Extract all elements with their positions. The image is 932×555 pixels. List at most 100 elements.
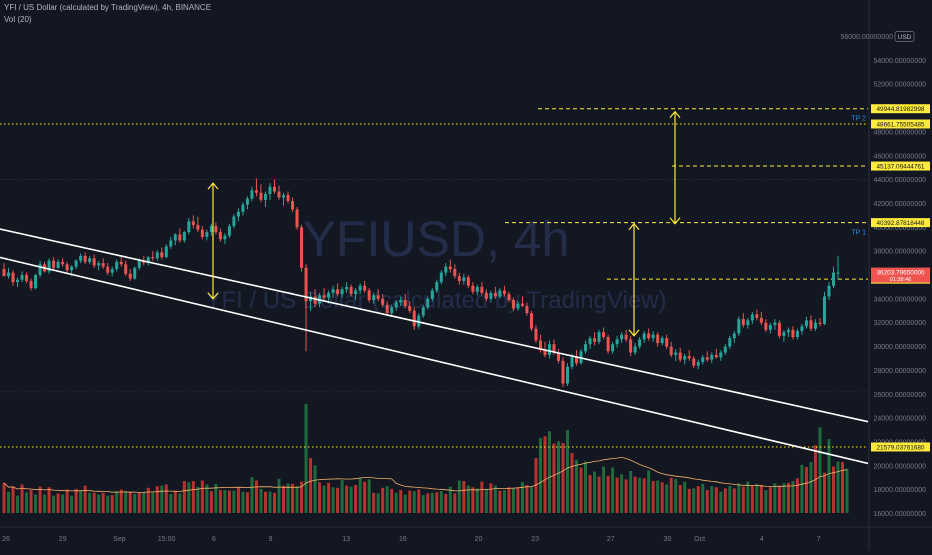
volume-bar (259, 488, 263, 513)
candle-body (200, 229, 204, 237)
currency-badge-frame (894, 31, 915, 42)
candle-body (61, 261, 65, 265)
range-arrows[interactable] (207, 110, 681, 337)
candle-body (773, 322, 777, 326)
volume-bar (101, 492, 105, 513)
volume-bar (336, 487, 340, 513)
candle-body (313, 296, 317, 304)
candle-body (385, 304, 389, 314)
candle-body (291, 201, 295, 210)
trendlines[interactable] (0, 217, 869, 465)
volume-bar (128, 491, 132, 513)
volume-bar (737, 483, 741, 513)
candle-body (92, 258, 96, 266)
candle-body (372, 295, 376, 301)
candle-body (588, 338, 592, 345)
range-arrow (207, 182, 219, 300)
horizontal-levels[interactable]: TP 2 TP 1 (0, 108, 868, 448)
volume-bar (547, 431, 551, 513)
candle-body (791, 329, 795, 338)
volume-bar (173, 490, 177, 513)
y-tick-label: 20000.00000000 (873, 463, 926, 470)
volume-bar (656, 480, 660, 513)
candle-body (345, 286, 349, 290)
volume-bar (768, 487, 772, 513)
volume-bar (291, 483, 295, 513)
candle-body (710, 354, 714, 360)
volume-indicator-label[interactable]: Vol (20) (4, 15, 32, 24)
volume-bar (79, 491, 83, 513)
candle-body (227, 226, 231, 236)
candle-body (11, 272, 15, 283)
time-axis[interactable]: 26 29 Sep 15:00 6 9 13 16 20 23 27 30 Oct 4 7 (0, 526, 932, 543)
candle-body (182, 232, 186, 241)
x-tick-label: 4 (760, 536, 764, 543)
watermark-description: YFI / US Dollar (calculated by TradingVi… (205, 287, 666, 314)
candle-body (259, 192, 263, 200)
candle-body (218, 232, 222, 240)
last-price-label: 36203.79650000 (877, 269, 925, 276)
volume-bar (137, 492, 141, 513)
volume-bar (538, 437, 542, 513)
candle-body (764, 322, 768, 330)
candle-body (782, 332, 786, 336)
candle-body (651, 334, 655, 339)
volume-bar (714, 487, 718, 513)
candle-body (52, 260, 56, 268)
volume-bar (385, 486, 389, 513)
candle-body (20, 275, 24, 280)
candle-body (719, 352, 723, 358)
volume-bar (669, 477, 673, 513)
volume-bar (633, 476, 637, 513)
volume-bar (466, 485, 470, 513)
volume-bar (777, 485, 781, 513)
volume-bar (471, 487, 475, 513)
volume-bar (602, 466, 606, 513)
x-tick-label: 26 (2, 536, 10, 543)
candle-body (448, 266, 452, 270)
volume-bar (142, 492, 146, 513)
candle-body (723, 346, 727, 353)
volume-bar (349, 486, 353, 513)
volume-bar (390, 488, 394, 513)
candle-body (70, 266, 74, 271)
candle-body (322, 295, 326, 298)
level-price-label: 48661.75505485 (877, 121, 925, 128)
x-tick-label: 29 (59, 536, 67, 543)
candle-body (277, 191, 281, 198)
volume-bar (511, 488, 515, 513)
volume-bar (629, 471, 633, 513)
volume-bar (647, 470, 651, 513)
price-axis[interactable]: 54000.0000000052000.0000000050000.000000… (840, 0, 930, 550)
candle-body (358, 285, 362, 291)
candle-body (575, 357, 579, 364)
volume-bar (462, 481, 466, 513)
y-tick-label: 54000.00000000 (873, 58, 926, 65)
volume-bar (187, 482, 191, 513)
candle-body (336, 289, 340, 295)
volume-bar (615, 477, 619, 513)
volume-bar (169, 493, 173, 513)
volume-bar (245, 492, 249, 513)
volume-bar (579, 467, 583, 513)
volume-bar (372, 492, 376, 513)
x-tick-label: 13 (342, 536, 350, 543)
candlesticks[interactable] (2, 178, 840, 388)
candle-body (38, 264, 42, 275)
range-arrow-head-top (669, 110, 681, 119)
candle-body (178, 234, 182, 241)
candle-body (300, 227, 304, 268)
volume-bar (439, 491, 443, 513)
candle-body (516, 303, 520, 309)
candle-body (439, 272, 443, 283)
volume-bar (624, 479, 628, 513)
volume-bar (236, 487, 240, 513)
volume-bar (642, 478, 646, 513)
volume-bar (507, 487, 511, 513)
x-tick-label: 7 (817, 536, 821, 543)
range-arrow-head-bottom (669, 217, 681, 225)
candle-body (2, 269, 6, 277)
volume-bar (584, 461, 588, 513)
